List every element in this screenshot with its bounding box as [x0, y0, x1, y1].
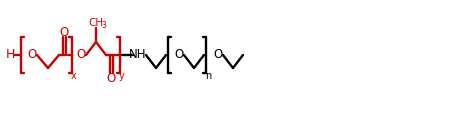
Text: H: H — [5, 49, 15, 62]
Text: O: O — [174, 49, 184, 62]
Text: O: O — [28, 49, 37, 62]
Text: y: y — [119, 71, 125, 81]
Text: x: x — [71, 71, 77, 81]
Text: NH: NH — [129, 49, 147, 62]
Text: O: O — [106, 72, 116, 85]
Text: O: O — [76, 49, 86, 62]
Text: n: n — [205, 71, 211, 81]
Text: O: O — [60, 25, 69, 39]
Text: CH: CH — [89, 18, 104, 28]
Text: 3: 3 — [101, 22, 106, 30]
Text: O: O — [213, 49, 223, 62]
